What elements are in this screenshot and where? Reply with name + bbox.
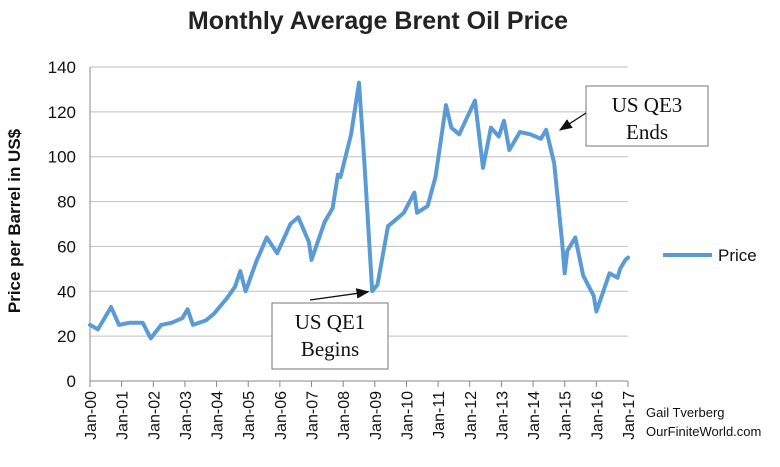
x-tick-label: Jan-13 [494,391,511,440]
y-tick-label: 20 [57,327,76,346]
y-tick-label: 140 [48,58,76,77]
x-tick-label: Jan-17 [621,391,638,440]
x-tick-label: Jan-07 [305,391,322,440]
x-axis-ticks: Jan-00 Jan-01 Jan-02 Jan-03 Jan-04 Jan-05 Jan-… [83,381,638,440]
x-tick-label: Jan-11 [431,391,448,439]
annotation-label: US QE3 [612,93,683,117]
y-tick-label: 120 [48,103,76,122]
x-tick-label: Jan-01 [115,391,132,440]
annotation-box [585,85,709,147]
x-tick-label: Jan-06 [273,391,290,440]
x-tick-label: Jan-08 [336,391,353,440]
y-tick-label: 40 [57,282,76,301]
x-tick-label: Jan-16 [589,391,606,440]
legend-label-price: Price [718,246,757,265]
credit-line: Gail Tverberg [646,405,725,420]
y-axis-label: Price per Barrel in US$ [5,128,24,313]
x-tick-label: Jan-00 [83,391,100,440]
y-tick-label: 60 [57,237,76,256]
x-tick-label: Jan-10 [399,391,416,440]
series-line-price [88,80,630,341]
annotation-box [271,302,389,370]
x-tick-label: Jan-02 [146,391,163,440]
x-tick-label: Jan-03 [178,391,195,440]
y-tick-label: 100 [48,148,76,167]
x-tick-label: Jan-15 [558,391,575,440]
x-tick-label: Jan-05 [241,391,258,440]
x-tick-label: Jan-09 [368,391,385,440]
x-tick-label: Jan-12 [463,391,480,440]
credit: Gail Tverberg OurFiniteWorld.com [646,405,761,439]
x-tick-label: Jan-14 [526,391,543,440]
annotation-arrow [309,288,370,301]
annotation-label: Ends [626,120,668,144]
annotation-label: US QE1 [295,310,366,334]
chart-title: Monthly Average Brent Oil Price [188,7,568,35]
y-tick-label: 80 [57,193,76,212]
credit-line: OurFiniteWorld.com [646,424,761,439]
y-tick-label: 0 [67,372,76,391]
legend: Price [663,246,757,265]
y-axis-ticks: 0 20 40 60 80 100 120 140 [48,58,76,391]
series-layer [88,80,630,341]
annotations: US QE1 Begins US QE3 Ends [271,85,709,370]
x-tick-label: Jan-04 [210,391,227,440]
annotation-label: Begins [301,337,359,361]
annotation-arrow [559,112,587,131]
